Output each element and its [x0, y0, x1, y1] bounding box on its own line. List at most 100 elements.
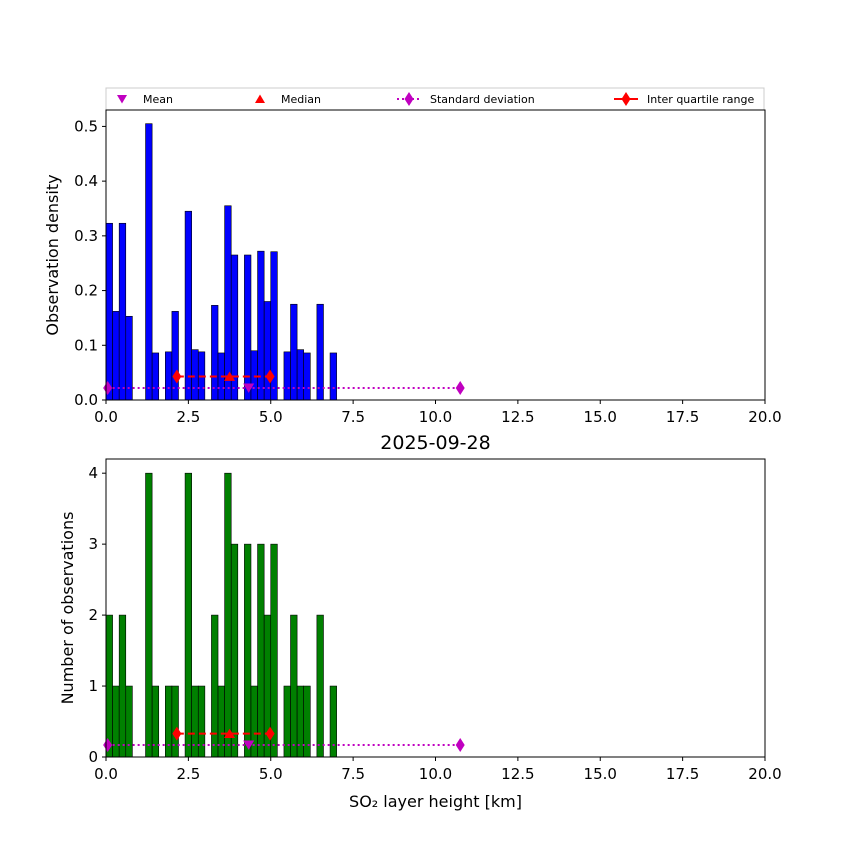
- legend-median-marker: [255, 94, 265, 103]
- count-iqr-marker: [265, 726, 275, 741]
- density-y-tick-label: 0.3: [74, 227, 98, 245]
- count-bar: [105, 614, 113, 758]
- count-bar: [171, 685, 179, 758]
- count-y-ticks: 0 1 2 3 4: [88, 464, 106, 766]
- count-y-tick-label: 1: [88, 677, 98, 695]
- count-bar: [230, 543, 239, 758]
- density-bar: [224, 205, 232, 401]
- count-bar: [151, 685, 160, 758]
- density-bar: [263, 301, 272, 401]
- density-bar: [118, 222, 127, 401]
- count-x-tick-label: 7.5: [341, 765, 365, 783]
- density-iqr-marker: [265, 369, 275, 384]
- count-bar: [184, 472, 192, 758]
- density-stat-markers: [103, 369, 465, 395]
- count-iqr-marker: [172, 726, 182, 741]
- density-bar: [151, 352, 160, 401]
- count-bar: [165, 685, 173, 758]
- count-bar: [118, 614, 127, 758]
- count-stat-markers: [103, 726, 465, 752]
- count-x-tick-label: 5.0: [259, 765, 283, 783]
- count-x-tick-label: 15.0: [584, 765, 617, 783]
- density-bar: [250, 350, 258, 401]
- count-bar: [197, 685, 206, 758]
- density-bar: [303, 352, 311, 401]
- density-bar: [329, 352, 337, 401]
- legend-median-label: Median: [281, 93, 321, 106]
- count-y-axis-label: Number of observations: [58, 512, 77, 705]
- count-panel: 0.0 2.5 5.0 7.5 10.0 12.5 15.0 17.5 20.0 0 1 2 3 4 N…: [58, 458, 782, 811]
- legend-std-label: Standard deviation: [430, 93, 535, 106]
- count-x-ticks: 0.0 2.5 5.0 7.5 10.0 12.5 15.0 17.5 20.0: [94, 757, 782, 783]
- density-bar: [257, 250, 265, 401]
- count-bar: [303, 685, 311, 758]
- density-bar: [211, 305, 219, 401]
- density-bar: [316, 303, 324, 401]
- density-bar: [191, 349, 199, 401]
- density-x-tick-label: 10.0: [419, 408, 452, 426]
- density-bar: [112, 311, 120, 401]
- density-bar: [244, 254, 252, 401]
- density-x-tick-label: 17.5: [666, 408, 699, 426]
- density-std-marker: [103, 380, 113, 395]
- count-bar: [316, 614, 324, 758]
- density-iqr-marker: [172, 369, 182, 384]
- density-bar: [184, 210, 192, 401]
- density-bar: [290, 303, 298, 401]
- density-bar: [296, 349, 304, 401]
- density-bar: [165, 351, 173, 401]
- density-x-ticks: 0.0 2.5 5.0 7.5 10.0 12.5 15.0 17.5 20.0: [94, 400, 782, 426]
- count-bar: [329, 685, 337, 758]
- density-std-marker: [455, 380, 465, 395]
- count-bar: [191, 685, 199, 758]
- density-bar: [283, 351, 291, 401]
- legend-mean-marker: [117, 95, 127, 104]
- density-y-tick-label: 0.0: [74, 391, 98, 409]
- count-median-marker: [224, 728, 236, 738]
- count-x-tick-label: 0.0: [94, 765, 118, 783]
- count-x-tick-label: 20.0: [748, 765, 781, 783]
- count-bar: [250, 685, 258, 758]
- count-bar: [125, 685, 133, 758]
- density-y-tick-label: 0.4: [74, 172, 98, 190]
- density-x-tick-label: 7.5: [341, 408, 365, 426]
- count-std-marker: [455, 737, 465, 752]
- count-x-tick-label: 2.5: [176, 765, 200, 783]
- density-y-tick-label: 0.5: [74, 117, 98, 135]
- count-y-tick-label: 0: [88, 748, 98, 766]
- density-x-tick-label: 5.0: [259, 408, 283, 426]
- count-bar: [244, 543, 252, 758]
- count-bar: [112, 685, 120, 758]
- count-bar: [224, 472, 232, 758]
- count-bar: [145, 472, 153, 758]
- density-y-tick-label: 0.2: [74, 282, 98, 300]
- density-bar: [145, 123, 153, 401]
- density-y-ticks: 0.0 0.1 0.2 0.3 0.4 0.5: [74, 117, 106, 409]
- density-x-tick-label: 15.0: [584, 408, 617, 426]
- count-bar: [211, 614, 219, 758]
- count-bar: [283, 685, 291, 758]
- count-bar: [270, 543, 278, 758]
- density-y-tick-label: 0.1: [74, 336, 98, 354]
- density-bar: [171, 311, 179, 401]
- legend-iqr-marker: [621, 92, 631, 106]
- count-y-tick-label: 2: [88, 606, 98, 624]
- count-bars: [105, 472, 337, 758]
- count-y-tick-label: 3: [88, 535, 98, 553]
- count-bar: [217, 685, 225, 758]
- density-x-tick-label: 2.5: [176, 408, 200, 426]
- figure-title: 2025-09-28: [380, 432, 490, 454]
- density-bar: [105, 222, 113, 401]
- legend: Mean Median Standard deviation Inter qua…: [105, 87, 765, 111]
- count-mean-marker: [243, 740, 255, 750]
- density-median-marker: [224, 371, 236, 381]
- density-bars: [105, 123, 337, 401]
- density-x-tick-label: 12.5: [501, 408, 534, 426]
- density-x-tick-label: 0.0: [94, 408, 118, 426]
- legend-iqr-label: Inter quartile range: [647, 93, 754, 106]
- count-bar: [290, 614, 298, 758]
- density-panel: 0.0 2.5 5.0 7.5 10.0 12.5 15.0 17.5 20.0 0.00.10…: [43, 109, 782, 426]
- density-mean-marker: [243, 383, 255, 393]
- count-x-tick-label: 17.5: [666, 765, 699, 783]
